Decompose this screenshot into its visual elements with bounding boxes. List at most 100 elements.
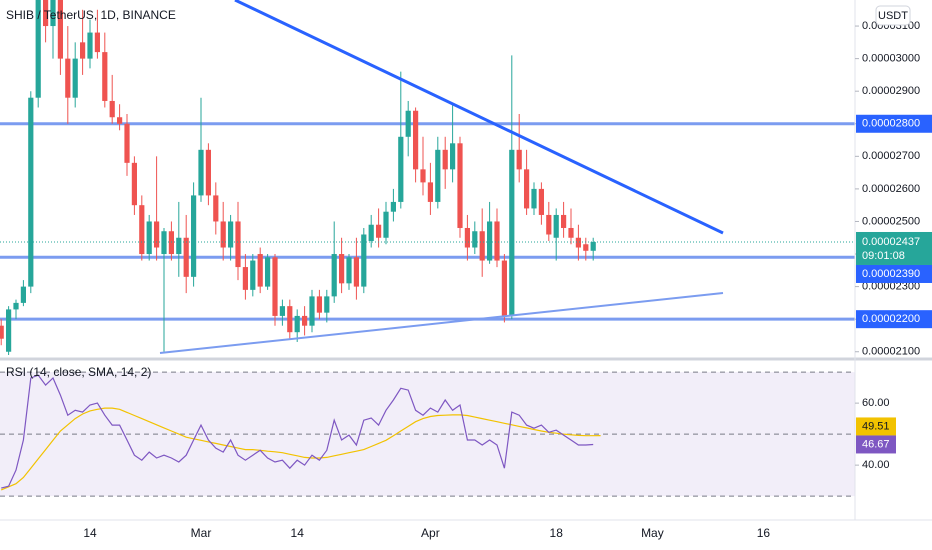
candle-body	[279, 306, 285, 316]
candle-body	[316, 296, 322, 313]
candle-body	[546, 214, 552, 235]
candle-body	[472, 231, 478, 248]
candle-body	[339, 254, 345, 284]
candle-body	[213, 195, 219, 222]
candle-body	[154, 221, 160, 248]
axes: 0.000031000.000030000.000029000.00002800…	[83, 20, 932, 540]
candle-body	[94, 32, 100, 53]
candle-body	[464, 227, 470, 248]
candle-body	[442, 149, 448, 170]
candle-body	[72, 58, 78, 98]
y-tick-label: 0.00002500	[862, 215, 920, 227]
level-label: 0.00002200	[862, 313, 920, 325]
candle-body	[205, 149, 211, 196]
candle-body	[450, 143, 456, 170]
candle-body	[553, 214, 559, 238]
candle-body	[242, 267, 248, 290]
trend-line	[234, 0, 724, 235]
y-tick-label: 0.00002300	[862, 281, 920, 293]
candle-body	[501, 260, 507, 316]
candle-body	[435, 149, 441, 202]
candle-body	[35, 0, 41, 98]
candle-body	[87, 32, 93, 59]
price-pane-back	[0, 122, 855, 321]
candle-body	[331, 254, 337, 297]
candle-body	[287, 306, 293, 333]
candle-body	[427, 182, 433, 202]
candle-body	[538, 188, 544, 215]
candle-body	[516, 149, 522, 170]
x-tick-label: Apr	[421, 526, 440, 540]
candle-body	[590, 241, 596, 251]
last-price-box	[856, 231, 932, 265]
candle-body	[109, 100, 115, 118]
rsi-title: RSI (14, close, SMA, 14, 2)	[6, 365, 151, 379]
y-tick-label: 0.00003000	[862, 53, 920, 65]
candle-body	[568, 227, 574, 238]
countdown-label: 09:01:08	[862, 250, 905, 262]
candle-body	[228, 221, 234, 248]
chart-title: SHIB / TetherUS, 1D, BINANCE	[6, 8, 176, 22]
rsi-series-line	[1, 374, 594, 489]
candle-body	[124, 123, 130, 163]
candle-body	[0, 325, 4, 339]
candle-body	[57, 0, 63, 59]
currency-button[interactable]	[875, 5, 911, 26]
candle-body	[257, 254, 263, 287]
last-price-label: 0.00002437	[862, 236, 920, 248]
currency-label[interactable]: USDT	[878, 10, 908, 22]
candle-body	[524, 169, 530, 209]
candle-body	[346, 257, 352, 284]
candle-body	[50, 0, 56, 27]
candle-body	[420, 169, 426, 183]
trend-line	[159, 292, 724, 354]
candle-body	[398, 136, 404, 202]
candle-body	[191, 195, 197, 277]
candle-body	[102, 52, 108, 101]
candle-body	[531, 188, 537, 209]
candle-body	[561, 214, 567, 228]
candle-body	[235, 221, 241, 268]
x-tick-label: 14	[83, 526, 97, 540]
candle-body	[457, 143, 463, 228]
candle-body	[65, 58, 71, 98]
candle-body	[361, 234, 367, 287]
y-tick-label: 60.00	[862, 397, 890, 409]
y-tick-label: 40.00	[862, 459, 890, 471]
last-value-label: 49.51	[862, 420, 890, 432]
candle-body	[220, 221, 226, 248]
candle-body	[294, 315, 300, 333]
candles	[0, 0, 596, 355]
x-tick-label: May	[641, 526, 664, 540]
candle-body	[272, 257, 278, 316]
last-value-box	[856, 435, 896, 454]
candle-body	[583, 244, 589, 251]
x-tick-label: Mar	[191, 526, 212, 540]
candle-body	[6, 309, 12, 352]
candle-body	[390, 201, 396, 212]
y-tick-label: 0.00002700	[862, 150, 920, 162]
candle-body	[28, 97, 34, 287]
candle-body	[509, 149, 515, 316]
level-label-box	[856, 264, 932, 283]
rsi-pane	[0, 371, 855, 497]
candle-body	[487, 221, 493, 261]
candle-body	[168, 231, 174, 255]
candle-body	[494, 221, 500, 261]
candle-body	[139, 205, 145, 255]
x-tick-label: 14	[291, 526, 305, 540]
candle-body	[376, 224, 382, 238]
y-tick-label: 0.00002100	[862, 346, 920, 358]
level-label-box	[856, 310, 932, 329]
candle-body	[183, 237, 189, 277]
candle-body	[146, 221, 152, 255]
candle-body	[13, 302, 19, 310]
candle-body	[368, 224, 374, 242]
candle-body	[198, 149, 204, 196]
candle-body	[43, 0, 49, 27]
last-value-box	[856, 417, 896, 436]
candle-body	[324, 296, 330, 313]
drawings	[159, 0, 724, 354]
